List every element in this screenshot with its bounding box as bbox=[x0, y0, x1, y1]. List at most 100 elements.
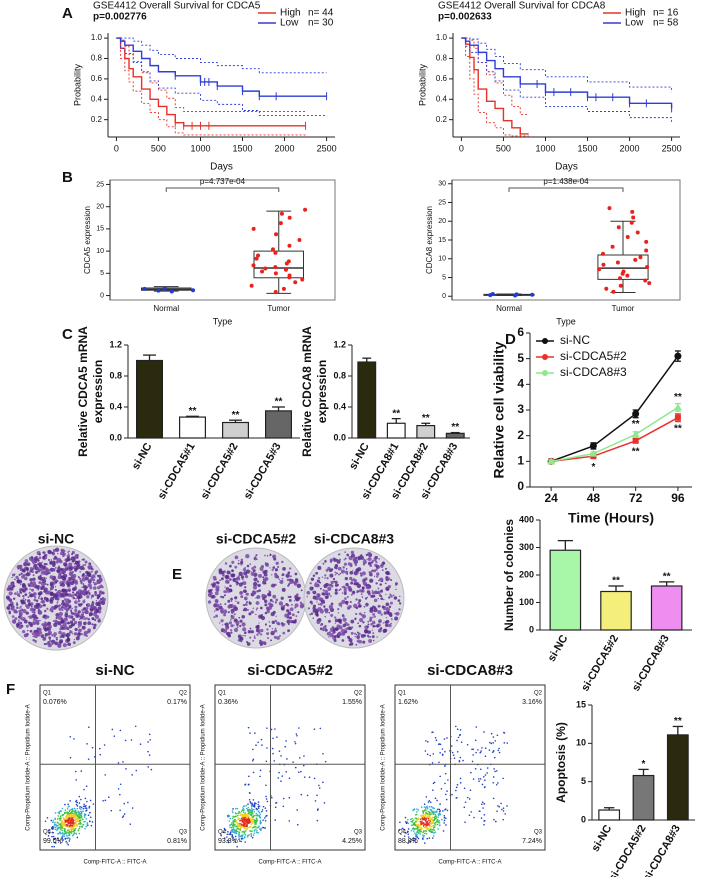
event-dot bbox=[417, 824, 419, 826]
colony bbox=[66, 633, 70, 637]
event-dot bbox=[429, 806, 431, 808]
point bbox=[273, 251, 277, 255]
y-tick-label: 0.8 bbox=[333, 370, 346, 380]
colony bbox=[65, 601, 69, 605]
colony-label: si-NC bbox=[38, 531, 75, 547]
event-dot bbox=[485, 755, 487, 757]
colony bbox=[242, 635, 244, 637]
colony bbox=[76, 557, 78, 559]
event-dot bbox=[296, 809, 298, 811]
event-dot bbox=[261, 739, 263, 741]
event-dot bbox=[433, 807, 435, 809]
x-axis-label: Type bbox=[213, 316, 233, 326]
y-axis-label: Probability bbox=[417, 63, 427, 106]
event-dot bbox=[57, 828, 59, 830]
colony bbox=[356, 634, 357, 635]
event-dot bbox=[271, 797, 273, 799]
event-dot bbox=[118, 788, 120, 790]
colony bbox=[48, 559, 50, 561]
event-dot bbox=[480, 768, 482, 770]
colony bbox=[282, 578, 284, 580]
event-dot bbox=[437, 828, 439, 830]
y-tick-label: 0.6 bbox=[91, 74, 103, 83]
event-dot bbox=[68, 805, 70, 807]
colony bbox=[229, 565, 232, 568]
colony bbox=[362, 586, 365, 589]
colony bbox=[269, 567, 270, 568]
colony bbox=[335, 582, 337, 584]
colony bbox=[239, 583, 243, 587]
event-dot bbox=[492, 782, 494, 784]
colony bbox=[58, 607, 61, 610]
colony bbox=[320, 624, 322, 626]
event-dot bbox=[429, 820, 431, 822]
colony bbox=[43, 637, 46, 640]
event-dot bbox=[422, 815, 424, 817]
event-dot bbox=[244, 784, 246, 786]
colony bbox=[32, 612, 33, 613]
event-dot bbox=[66, 812, 68, 814]
event-dot bbox=[236, 827, 238, 829]
event-dot bbox=[459, 735, 461, 737]
colony bbox=[271, 574, 272, 575]
colony bbox=[215, 615, 218, 618]
event-dot bbox=[54, 824, 56, 826]
colony bbox=[324, 560, 327, 563]
event-dot bbox=[318, 785, 320, 787]
event-dot bbox=[429, 837, 431, 839]
colony bbox=[40, 597, 43, 600]
colony bbox=[391, 619, 392, 620]
colony bbox=[369, 579, 373, 583]
event-dot bbox=[423, 836, 425, 838]
event-dot bbox=[452, 752, 454, 754]
bar bbox=[387, 423, 405, 438]
event-dot bbox=[493, 736, 495, 738]
event-dot bbox=[439, 803, 441, 805]
event-dot bbox=[52, 832, 54, 834]
colony bbox=[246, 569, 250, 573]
event-dot bbox=[422, 818, 424, 820]
colony bbox=[272, 566, 275, 569]
event-dot bbox=[292, 761, 294, 763]
event-dot bbox=[423, 812, 425, 814]
point bbox=[156, 289, 160, 293]
colony bbox=[84, 564, 86, 566]
colony bbox=[91, 570, 93, 572]
legend-n: n= 30 bbox=[308, 18, 334, 29]
colony bbox=[315, 582, 316, 583]
event-dot bbox=[405, 817, 407, 819]
colony bbox=[83, 607, 86, 610]
colony bbox=[66, 575, 67, 576]
event-dot bbox=[427, 823, 429, 825]
bar bbox=[223, 423, 249, 439]
colony bbox=[340, 622, 342, 624]
colony bbox=[395, 597, 397, 599]
y-tick-label: 25 bbox=[96, 181, 104, 188]
event-dot bbox=[439, 824, 441, 826]
event-dot bbox=[413, 830, 415, 832]
colony bbox=[55, 548, 59, 552]
event-dot bbox=[235, 813, 237, 815]
event-dot bbox=[435, 817, 437, 819]
colony bbox=[381, 613, 383, 615]
colony bbox=[78, 627, 79, 628]
marker bbox=[633, 438, 639, 444]
event-dot bbox=[58, 833, 60, 835]
event-dot bbox=[431, 810, 433, 812]
event-dot bbox=[433, 817, 435, 819]
event-dot bbox=[232, 831, 234, 833]
event-dot bbox=[481, 817, 483, 819]
colony bbox=[320, 588, 322, 590]
colony bbox=[328, 612, 330, 614]
event-dot bbox=[47, 817, 49, 819]
colony bbox=[27, 599, 30, 602]
colony bbox=[18, 616, 20, 618]
event-dot bbox=[77, 805, 79, 807]
event-dot bbox=[55, 819, 57, 821]
colony bbox=[228, 611, 230, 613]
colony bbox=[363, 581, 367, 585]
colony bbox=[36, 622, 39, 625]
y-tick-label: 0 bbox=[517, 479, 524, 493]
quadrant-name: Q1 bbox=[218, 691, 227, 697]
event-dot bbox=[258, 801, 260, 803]
